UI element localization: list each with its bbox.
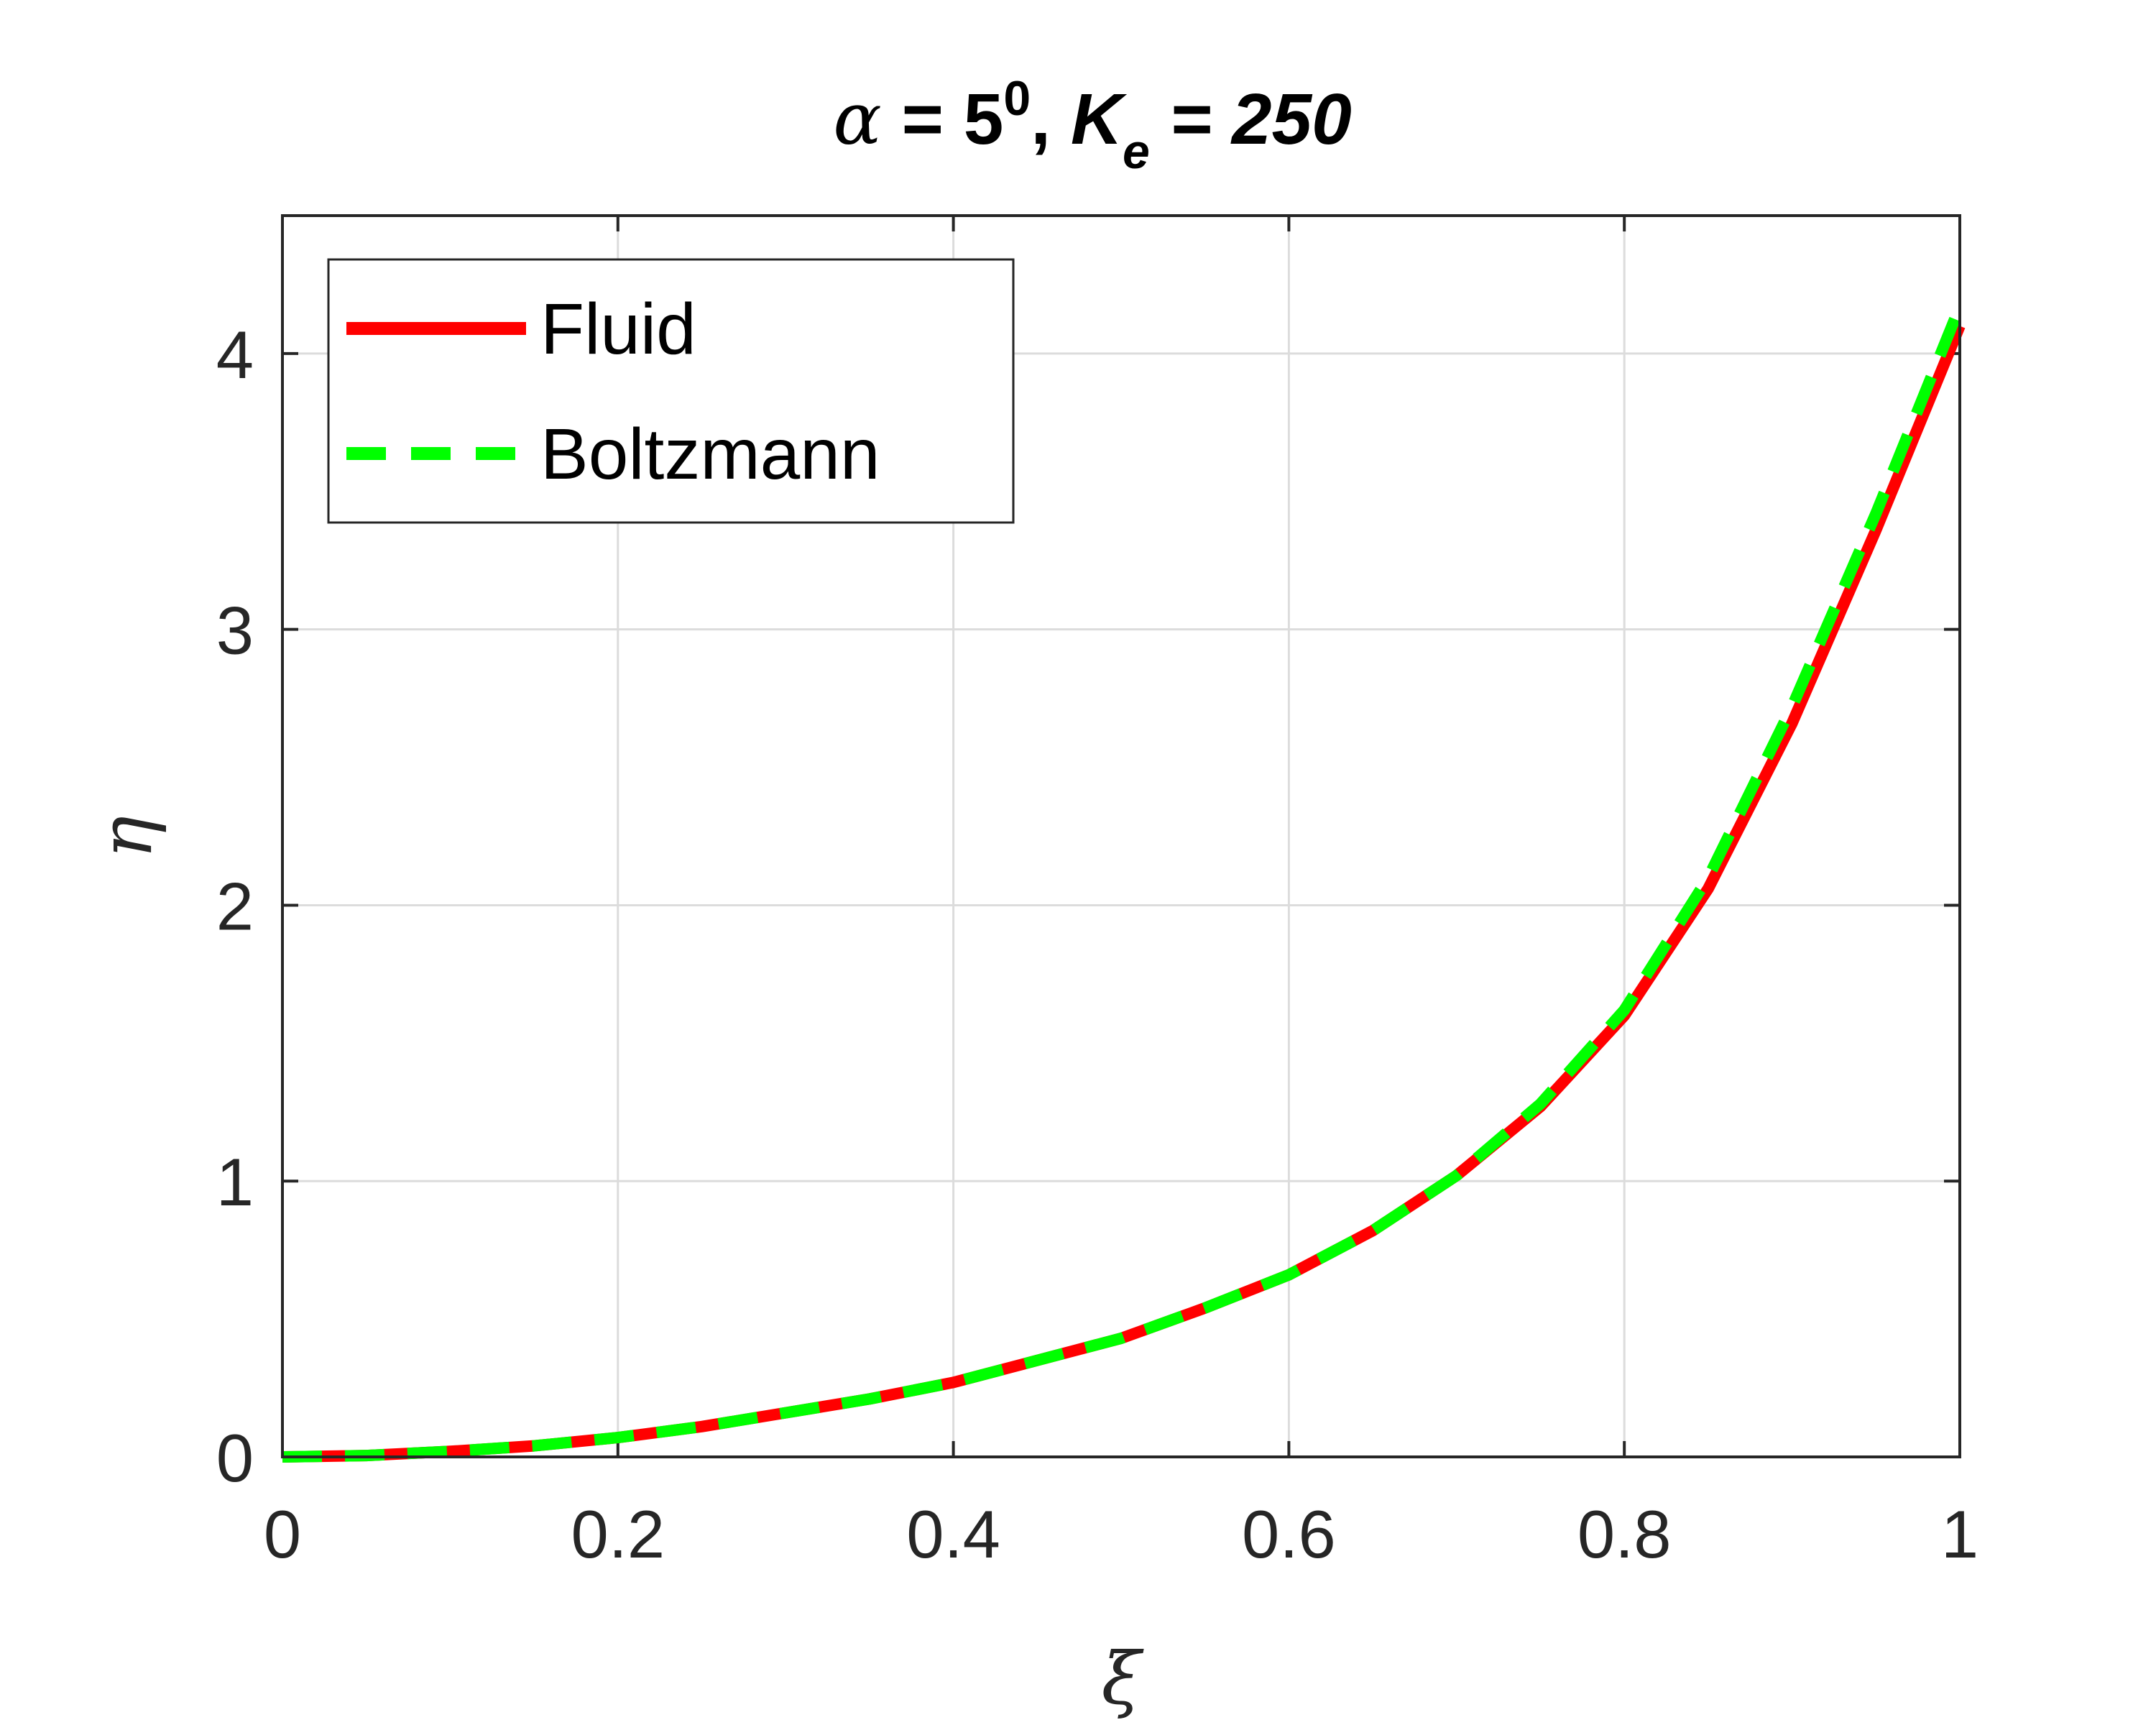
legend: Fluid Boltzmann: [327, 258, 1015, 524]
y-tick-label: 1: [216, 1144, 254, 1220]
x-tick-label: 0: [264, 1496, 301, 1572]
x-tick-label: 1: [1941, 1496, 1978, 1572]
title-alpha-value: = 5: [882, 79, 1004, 160]
plot-frame: [281, 214, 1961, 1458]
y-tick-label: 0: [216, 1420, 254, 1496]
title-k-value: = 250: [1150, 79, 1352, 160]
y-axis-label: η: [84, 816, 168, 859]
y-tick-label: 2: [216, 868, 254, 944]
x-tick-labels: 0 0.2 0.4 0.6 0.8 1: [264, 1496, 1978, 1572]
y-tick-label: 3: [216, 593, 254, 668]
x-tick-label: 0.8: [1577, 1496, 1672, 1572]
title-superscript: 0: [1003, 71, 1031, 126]
title-separator: ,: [1031, 79, 1071, 160]
series-lines: [282, 304, 1966, 1463]
legend-label-boltzmann: Boltzmann: [540, 414, 880, 494]
x-tick-label: 0.6: [1242, 1496, 1336, 1572]
x-tick-label: 0.2: [571, 1496, 665, 1572]
x-axis-label: ξ: [1101, 1637, 1144, 1721]
series-line-boltzmann: [282, 304, 1966, 1463]
legend-box: [327, 258, 1015, 524]
x-tick-label: 0.4: [906, 1496, 1000, 1572]
legend-label-fluid: Fluid: [540, 289, 696, 369]
title-subscript: e: [1123, 124, 1150, 179]
title-alpha-symbol: α: [833, 77, 882, 161]
y-tick-label: 4: [216, 317, 254, 392]
title-k-symbol: K: [1071, 79, 1128, 160]
y-tick-labels: 0 1 2 3 4: [216, 317, 254, 1496]
chart-title: α = 50, Ke = 250: [833, 71, 1351, 179]
